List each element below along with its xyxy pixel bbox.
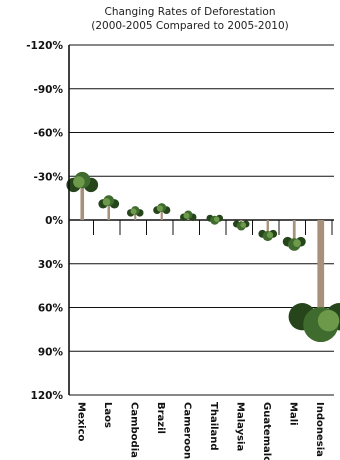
bar-thailand xyxy=(206,214,223,225)
tree-crown xyxy=(214,216,220,222)
y-tick-label: -60% xyxy=(34,128,64,140)
bar-indonesia xyxy=(288,220,340,343)
tree-trunk xyxy=(80,176,85,220)
axes xyxy=(68,45,333,395)
y-tick-label: -30% xyxy=(34,171,64,183)
x-tick-label: Mexico xyxy=(75,402,86,442)
tree-trunk xyxy=(107,198,111,220)
y-tick-label: 0% xyxy=(45,215,63,227)
x-tick-label: Cambodia xyxy=(128,402,139,458)
bar-brazil xyxy=(153,203,171,220)
tree-trunk xyxy=(317,220,325,330)
y-tick-label: -120% xyxy=(26,40,63,52)
tree-trunk xyxy=(266,220,269,238)
x-tick-label: Indonesia xyxy=(314,402,325,457)
x-tick-label: Laos xyxy=(102,402,113,428)
x-tick-label: Brazil xyxy=(155,402,166,434)
tree-crown xyxy=(240,222,246,228)
x-tick-label: Cameroon xyxy=(181,402,192,459)
chart-title: Changing Rates of Deforestation xyxy=(104,6,275,18)
tree-crown xyxy=(130,208,137,215)
x-tick-label: Thailand xyxy=(208,402,219,451)
bar-mali xyxy=(282,220,306,251)
bar-guatemalc xyxy=(258,220,278,242)
tree-trunk xyxy=(160,205,163,220)
y-tick-label: -90% xyxy=(34,84,64,96)
x-axis-ticks: Mexico Laos Cambodia Brazil Cameroon Thailand… xyxy=(75,402,325,460)
tree-crown xyxy=(73,176,85,188)
tree-crown xyxy=(266,231,274,239)
tree-crown xyxy=(293,239,301,247)
tree-crown xyxy=(102,198,111,206)
bars xyxy=(66,171,340,343)
x-tick-label: Mali xyxy=(287,402,298,426)
bar-cameroon xyxy=(180,210,197,221)
x-tick-label: Malaysia xyxy=(234,402,245,451)
gridlines xyxy=(69,44,334,396)
x-tick-label: Guatemalc xyxy=(261,402,272,460)
tree-crown xyxy=(317,309,340,332)
bar-malaysia xyxy=(233,220,250,231)
y-tick-label: 60% xyxy=(38,303,64,315)
chart-subtitle: (2000-2005 Compared to 2005-2010) xyxy=(91,20,289,32)
y-tick-label: 120% xyxy=(31,390,64,402)
tree-crown xyxy=(156,205,164,212)
bar-cambodia xyxy=(127,206,144,220)
y-tick-label: 90% xyxy=(38,346,64,358)
y-axis-ticks: -120% -90% -60% -30% 0% 30% 60% 90% 120% xyxy=(26,40,63,402)
tree-trunk xyxy=(292,220,296,247)
bar-mexico xyxy=(66,171,99,220)
tree-crown xyxy=(183,212,190,219)
y-tick-label: 30% xyxy=(38,259,64,271)
bar-laos xyxy=(98,195,120,220)
